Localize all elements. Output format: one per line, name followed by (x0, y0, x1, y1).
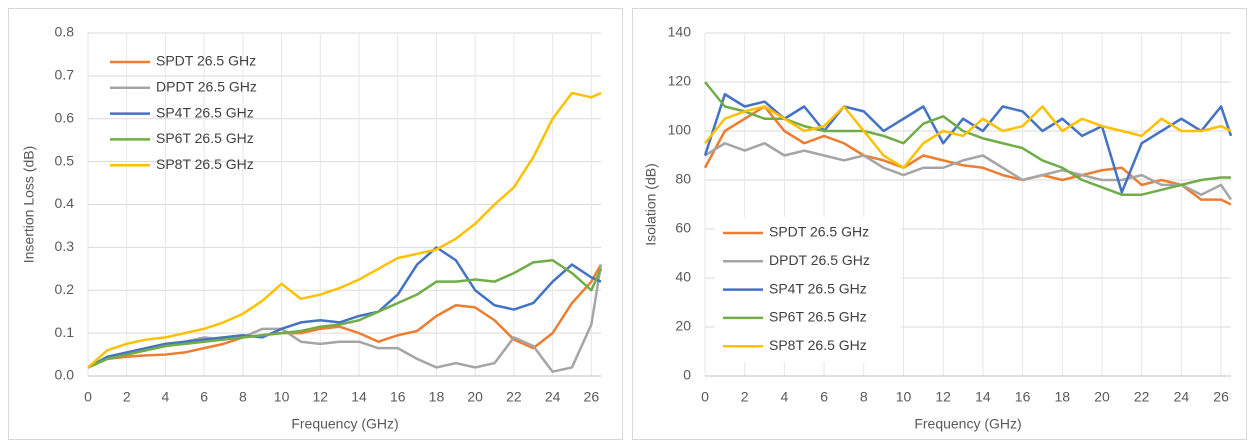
y-tick-label: 0.8 (55, 24, 75, 40)
series-line (87, 263, 603, 369)
series-line (703, 93, 1233, 194)
x-tick-label: 14 (351, 389, 367, 405)
y-tick-label: 20 (675, 318, 691, 334)
x-tick-label: 20 (467, 389, 483, 405)
legend-label: DPDT 26.5 GHz (769, 252, 870, 268)
y-tick-label: 140 (668, 24, 692, 40)
y-tick-label: 0.2 (55, 281, 75, 297)
series-line (704, 142, 1233, 201)
x-tick-label: 8 (239, 389, 247, 405)
x-tick-label: 6 (200, 389, 208, 405)
x-tick-label: 0 (84, 389, 92, 405)
y-axis-label: Isolation (dB) (643, 163, 659, 245)
chart-frame (8, 8, 623, 440)
legend-label: SP8T 26.5 GHz (769, 337, 867, 353)
legend-label: SP8T 26.5 GHz (156, 156, 254, 172)
y-tick-label: 0.6 (55, 109, 75, 125)
x-tick-label: 2 (741, 389, 749, 405)
x-tick-label: 22 (506, 389, 522, 405)
y-tick-label: 0.5 (55, 152, 75, 168)
x-tick-label: 22 (1134, 389, 1150, 405)
x-tick-label: 6 (820, 389, 828, 405)
x-tick-label: 12 (935, 389, 951, 405)
y-tick-label: 0.7 (55, 67, 75, 83)
y-tick-label: 0.0 (55, 367, 75, 383)
x-tick-label: 18 (429, 389, 445, 405)
x-tick-label: 20 (1094, 389, 1110, 405)
legend-label: SP4T 26.5 GHz (769, 280, 867, 296)
legend-label: SP6T 26.5 GHz (769, 309, 867, 325)
x-tick-label: 16 (1015, 389, 1031, 405)
y-tick-label: 0 (683, 367, 691, 383)
x-axis-label: Frequency (GHz) (914, 416, 1021, 432)
y-tick-label: 120 (668, 73, 692, 89)
x-tick-label: 10 (896, 389, 912, 405)
series-line (704, 105, 1232, 169)
x-tick-label: 4 (162, 389, 170, 405)
x-tick-label: 16 (390, 389, 406, 405)
legend-label: SP6T 26.5 GHz (156, 130, 254, 146)
x-tick-label: 12 (313, 389, 329, 405)
series-line (87, 258, 603, 369)
x-axis-label: Frequency (GHz) (291, 416, 398, 432)
legend-label: SPDT 26.5 GHz (156, 53, 256, 69)
x-tick-label: 14 (975, 389, 991, 405)
y-tick-label: 60 (675, 220, 691, 236)
x-tick-label: 26 (1213, 389, 1229, 405)
y-tick-label: 0.4 (55, 195, 75, 211)
x-tick-label: 24 (1174, 389, 1190, 405)
legend-label: SP4T 26.5 GHz (156, 104, 254, 120)
x-tick-label: 2 (123, 389, 131, 405)
series-line (704, 81, 1231, 196)
y-tick-label: 40 (675, 269, 691, 285)
x-tick-label: 24 (545, 389, 561, 405)
x-tick-label: 8 (860, 389, 868, 405)
series-line (87, 246, 602, 369)
y-tick-label: 80 (675, 171, 691, 187)
y-tick-label: 0.3 (55, 238, 75, 254)
legend-label: SPDT 26.5 GHz (769, 224, 869, 240)
x-tick-label: 4 (780, 389, 788, 405)
x-tick-label: 26 (584, 389, 600, 405)
legend-label: DPDT 26.5 GHz (156, 79, 257, 95)
y-tick-label: 100 (668, 122, 692, 138)
series-line (87, 91, 602, 369)
x-tick-label: 0 (701, 389, 709, 405)
y-axis-label: Insertion Loss (dB) (21, 146, 37, 264)
series-line (703, 105, 1232, 206)
x-tick-label: 18 (1054, 389, 1070, 405)
y-tick-label: 0.1 (55, 324, 75, 340)
x-tick-label: 10 (274, 389, 290, 405)
